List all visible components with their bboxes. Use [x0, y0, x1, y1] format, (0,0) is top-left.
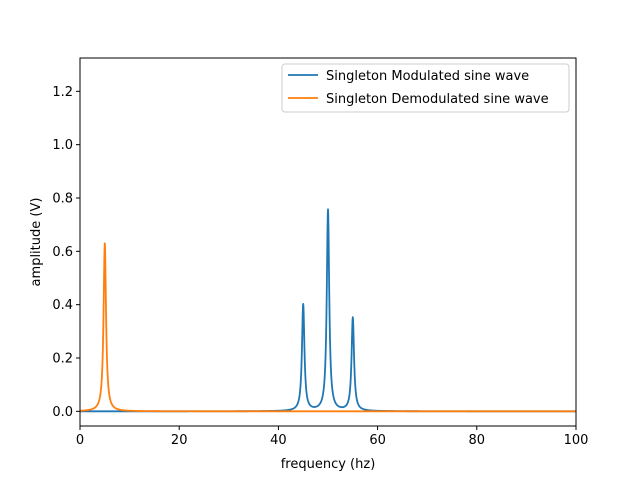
y-tick-label: 0.6: [52, 245, 73, 260]
y-tick-label: 0.8: [52, 192, 73, 207]
y-tick-label: 0.2: [52, 352, 73, 367]
legend-label-modulated: Singleton Modulated sine wave: [326, 69, 529, 84]
y-tick-label: 1.0: [52, 138, 73, 153]
x-tick-label: 60: [369, 433, 386, 448]
y-tick-label: 0.4: [52, 298, 73, 313]
y-tick-label: 1.2: [52, 85, 73, 100]
series-layer: [79, 208, 577, 413]
legend-label-demodulated: Singleton Demodulated sine wave: [326, 92, 549, 107]
x-axis-title: frequency (hz): [281, 457, 376, 472]
y-axis-ticks: 0.0 0.2 0.4 0.6 0.8 1.0 1.2: [52, 85, 80, 420]
x-tick-label: 0: [76, 433, 84, 448]
series-line-1: [79, 242, 577, 413]
legend-box: [281, 63, 570, 113]
y-tick-label: 0.0: [52, 405, 73, 420]
legend: Singleton Modulated sine wave Singleton …: [281, 63, 570, 113]
x-tick-label: 80: [469, 433, 486, 448]
y-axis-title: amplitude (V): [29, 198, 44, 287]
x-axis-ticks: 0 20 40 60 80 100: [76, 426, 589, 448]
plot-frame: [79, 57, 577, 427]
x-tick-label: 40: [270, 433, 287, 448]
x-tick-label: 20: [171, 433, 188, 448]
x-tick-label: 100: [564, 433, 589, 448]
